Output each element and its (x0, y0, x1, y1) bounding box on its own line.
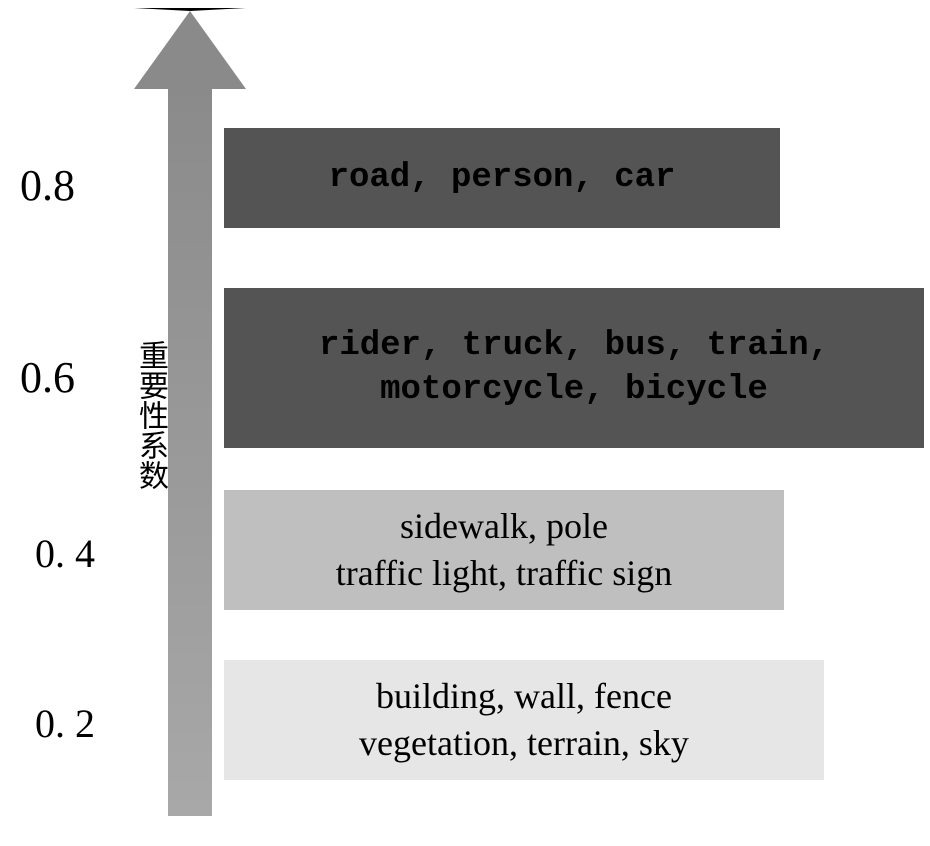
bar-04-line-0: sidewalk, pole (400, 503, 608, 550)
axis-title: 重要性系数 (128, 340, 172, 490)
bar-06-line-0: rider, truck, bus, train, (319, 324, 829, 368)
diagram-stage: 重要性系数 0.8 0.6 0. 4 0. 2 road, person, ca… (0, 0, 930, 846)
bar-04: sidewalk, pole traffic light, traffic si… (224, 490, 784, 610)
axis-label-2: 0. 4 (35, 530, 95, 577)
axis-arrow-shaft (168, 80, 212, 816)
bar-06-line-1: motorcycle, bicycle (380, 368, 768, 412)
axis-label-3: 0. 2 (35, 700, 95, 747)
bar-08-line-0: road, person, car (329, 156, 676, 200)
bar-04-line-1: traffic light, traffic sign (336, 550, 673, 597)
bar-02-line-0: building, wall, fence (376, 673, 672, 720)
bar-06: rider, truck, bus, train, motorcycle, bi… (224, 288, 924, 448)
axis-label-1: 0.6 (20, 352, 75, 403)
bar-02: building, wall, fence vegetation, terrai… (224, 660, 824, 780)
axis-arrow-head (134, 8, 246, 89)
axis-label-0: 0.8 (20, 160, 75, 211)
bar-02-line-1: vegetation, terrain, sky (359, 720, 689, 767)
bar-08: road, person, car (224, 128, 780, 228)
